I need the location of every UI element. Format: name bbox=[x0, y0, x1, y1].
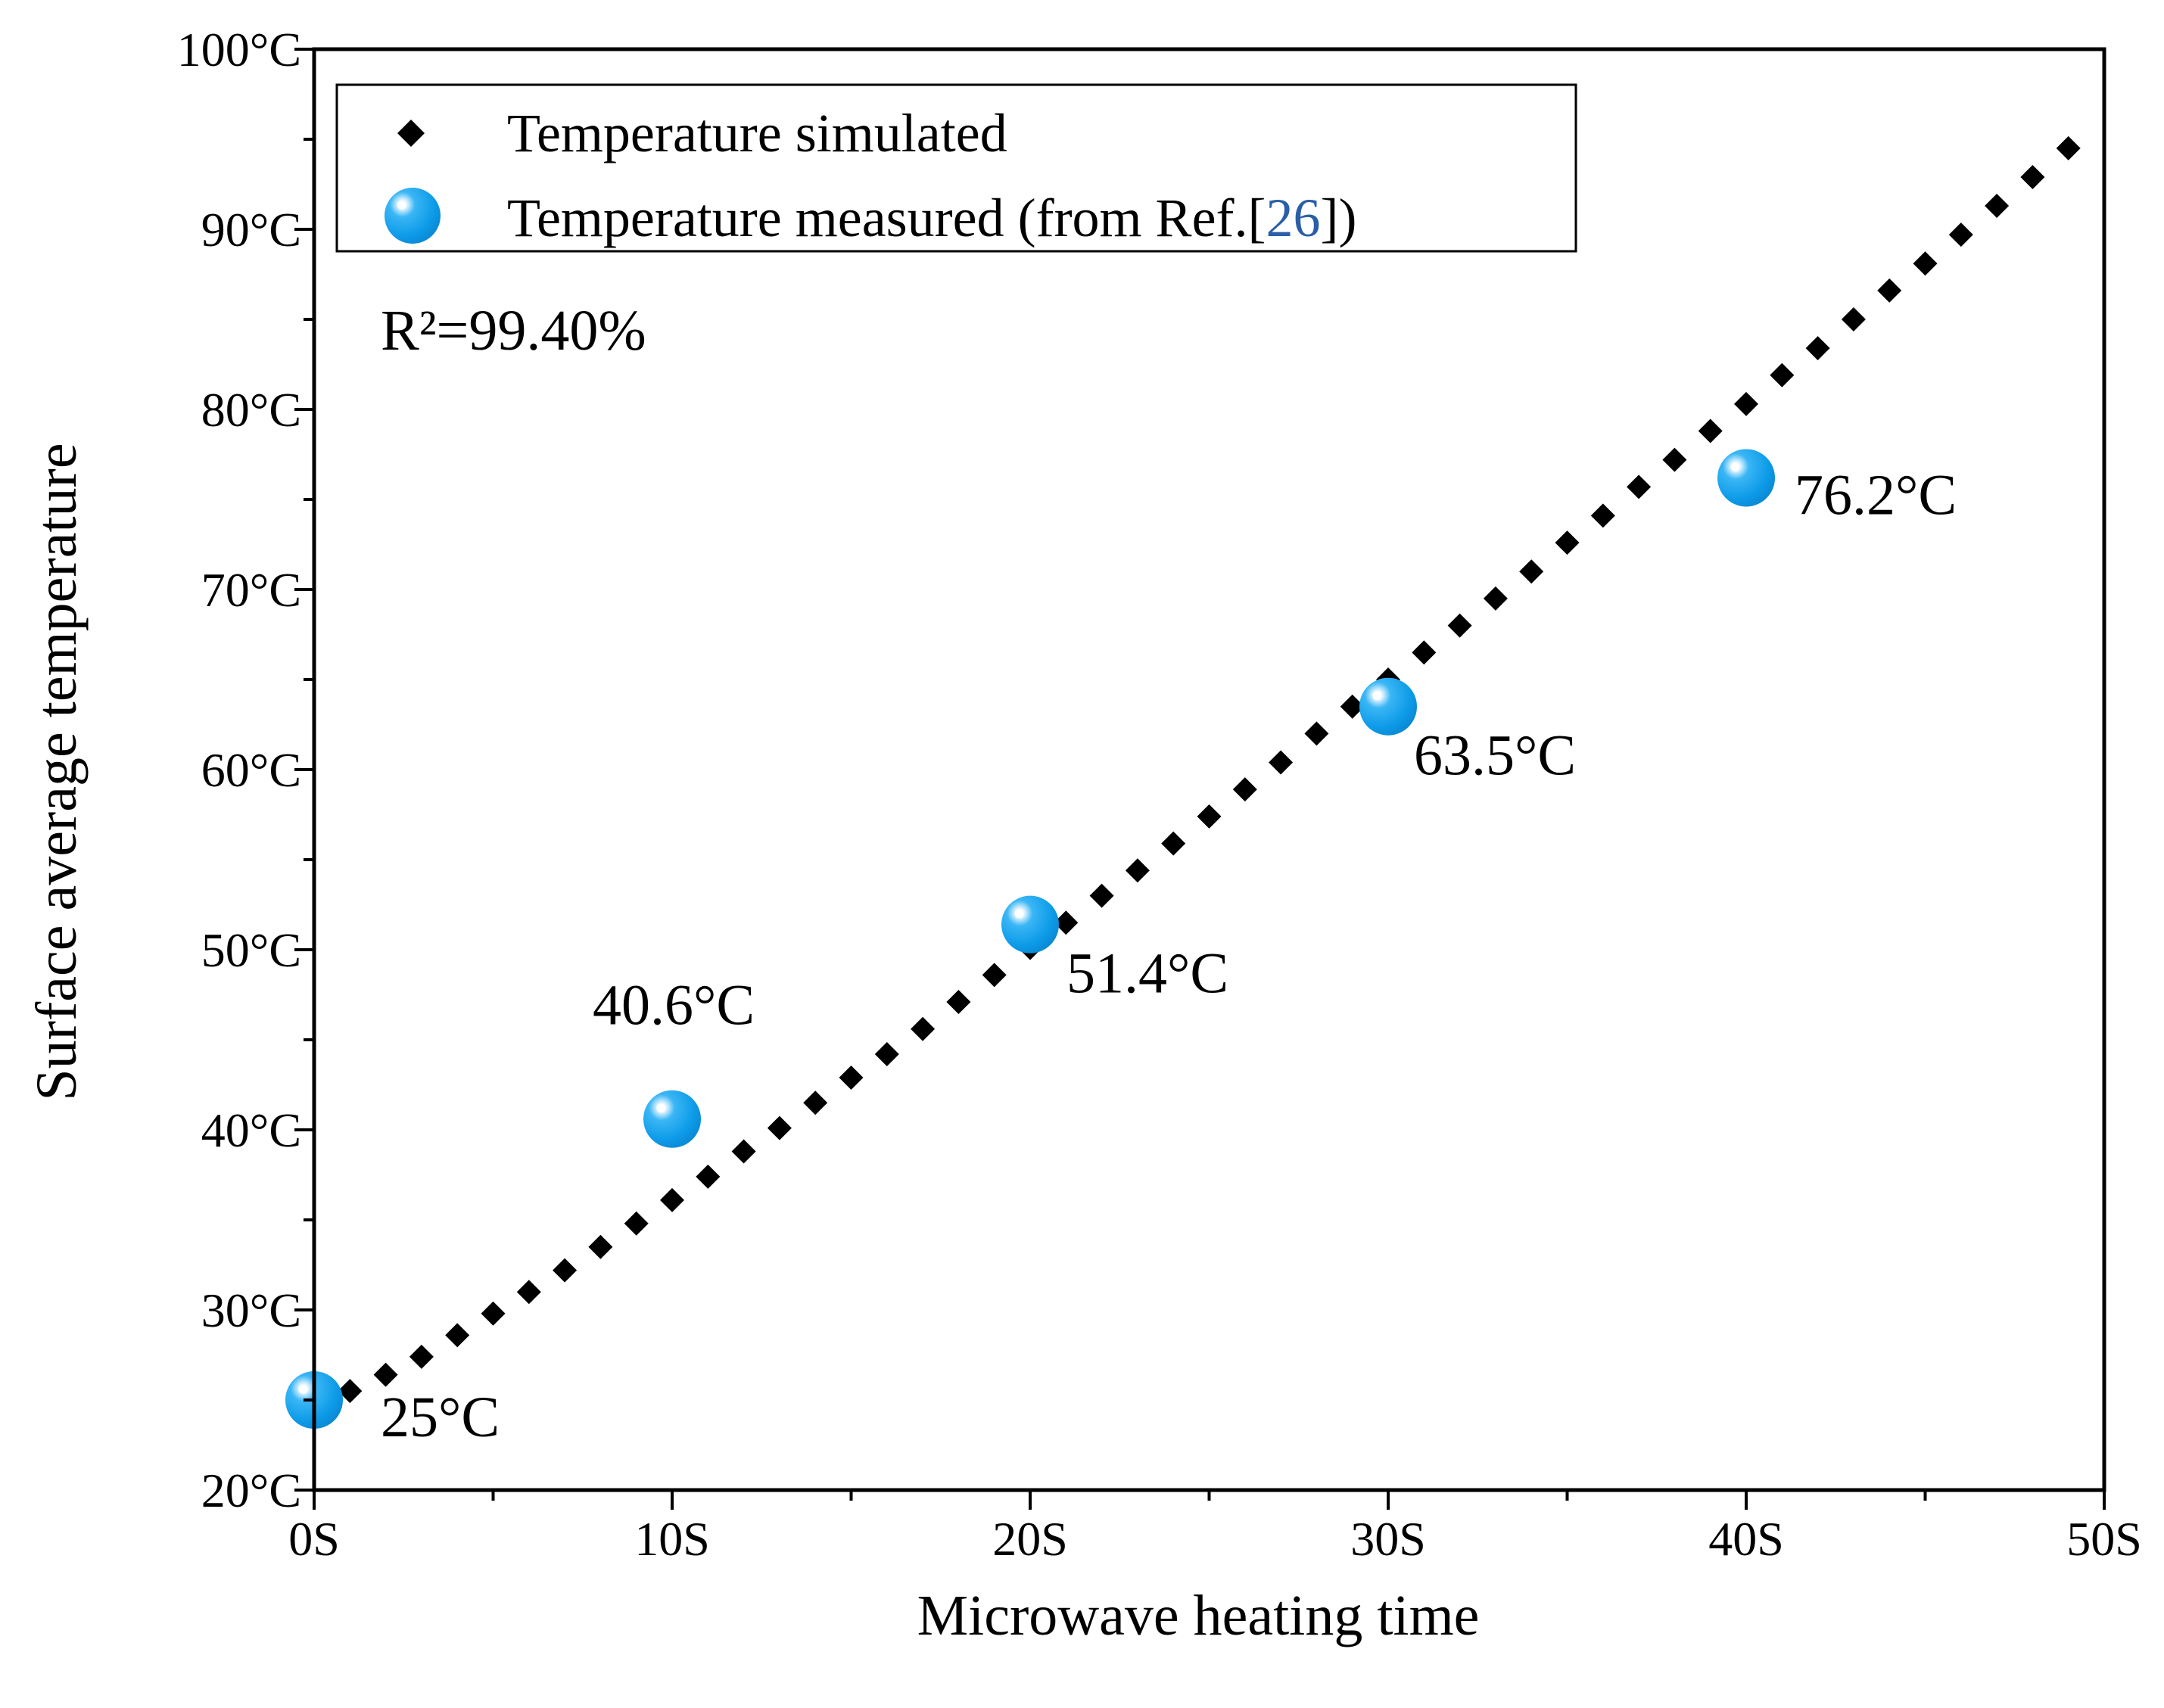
y-tick-label: 30°C bbox=[201, 1283, 301, 1337]
legend-box bbox=[335, 83, 1577, 253]
measured-point bbox=[1001, 895, 1059, 954]
y-tick-label: 90°C bbox=[201, 203, 301, 257]
simulated-point bbox=[338, 1379, 363, 1404]
simulated-point bbox=[1483, 586, 1508, 611]
reference-link[interactable]: 26 bbox=[1266, 188, 1320, 248]
legend-label-simulated: Temperature simulated bbox=[507, 103, 1007, 163]
x-tick-label: 50S bbox=[2066, 1512, 2142, 1566]
simulated-point bbox=[1734, 391, 1758, 416]
legend-label-measured: Temperature measured (from Ref.[26]) bbox=[507, 188, 1356, 248]
simulated-series bbox=[338, 135, 2081, 1404]
point-labels: 25°C 40.6°C 51.4°C 63.5°C 76.2°C bbox=[381, 463, 1957, 1449]
simulated-point bbox=[1770, 362, 1795, 387]
simulated-point bbox=[946, 990, 971, 1015]
simulated-point bbox=[1698, 418, 1723, 443]
legend-diamond-icon bbox=[397, 120, 425, 147]
data-label: 40.6°C bbox=[593, 974, 755, 1038]
data-label: 63.5°C bbox=[1414, 724, 1576, 788]
measured-series bbox=[285, 449, 1775, 1429]
simulated-point bbox=[553, 1258, 578, 1283]
simulated-point bbox=[731, 1139, 756, 1164]
simulated-point bbox=[624, 1211, 649, 1236]
simulated-point bbox=[516, 1280, 541, 1305]
measured-point bbox=[1359, 677, 1417, 736]
simulated-point bbox=[1197, 804, 1222, 829]
legend-label-measured-prefix: Temperature measured (from Ref.[ bbox=[507, 188, 1266, 248]
data-label: 51.4°C bbox=[1066, 942, 1228, 1006]
x-axis-title: Microwave heating time bbox=[917, 1584, 1480, 1647]
simulated-point bbox=[982, 963, 1007, 988]
simulated-point bbox=[409, 1344, 434, 1369]
simulated-point bbox=[874, 1042, 899, 1067]
x-tick-label: 40S bbox=[1708, 1512, 1784, 1566]
legend-sphere-icon bbox=[385, 188, 441, 244]
legend-label-measured-suffix: ]) bbox=[1320, 188, 1356, 248]
simulated-point bbox=[1662, 447, 1687, 472]
y-tick-label: 50°C bbox=[201, 923, 301, 977]
y-tick-label: 100°C bbox=[177, 23, 301, 76]
plot-frame bbox=[312, 47, 2106, 1492]
measured-point bbox=[643, 1090, 701, 1148]
y-tick-label: 60°C bbox=[201, 743, 301, 797]
simulated-point bbox=[1877, 278, 1902, 303]
data-label: 25°C bbox=[381, 1386, 500, 1449]
simulated-point bbox=[2020, 164, 2045, 189]
simulated-point bbox=[1304, 721, 1329, 746]
simulated-point bbox=[660, 1187, 684, 1212]
measured-point bbox=[1717, 449, 1775, 507]
y-tick-label: 40°C bbox=[201, 1103, 301, 1157]
r-squared-annotation: R²=99.40% bbox=[381, 299, 646, 362]
y-tick-label: 70°C bbox=[201, 563, 301, 617]
simulated-point bbox=[1125, 858, 1150, 883]
simulated-point bbox=[803, 1090, 828, 1115]
simulated-point bbox=[1340, 694, 1365, 719]
simulated-point bbox=[767, 1115, 792, 1140]
x-tick-label: 0S bbox=[288, 1512, 340, 1566]
simulated-point bbox=[1805, 336, 1830, 361]
simulated-point bbox=[1447, 613, 1472, 638]
simulated-point bbox=[1161, 831, 1186, 856]
y-tick-labels: 20°C 30°C 40°C 50°C 60°C 70°C 80°C 90°C 100°C bbox=[177, 23, 301, 1517]
simulated-point bbox=[1555, 530, 1580, 555]
legend-sphere-mark bbox=[385, 188, 441, 244]
x-tick-labels: 0S 10S 20S 30S 40S 50S bbox=[288, 1512, 2142, 1566]
x-tick-label: 20S bbox=[992, 1512, 1068, 1566]
simulated-point bbox=[1590, 503, 1615, 528]
simulated-point bbox=[588, 1234, 613, 1259]
simulated-point bbox=[1627, 474, 1652, 499]
simulated-point bbox=[1948, 222, 1973, 247]
simulated-point bbox=[911, 1016, 936, 1041]
simulated-point bbox=[481, 1301, 506, 1326]
simulated-point bbox=[1913, 251, 1938, 276]
simulated-point bbox=[696, 1164, 721, 1189]
simulated-point bbox=[1519, 559, 1544, 584]
simulated-point bbox=[1841, 307, 1866, 331]
simulated-point bbox=[1412, 640, 1437, 665]
simulated-point bbox=[1985, 194, 2010, 219]
y-tick-label: 80°C bbox=[201, 383, 301, 437]
simulated-point bbox=[373, 1362, 398, 1387]
simulated-point bbox=[2056, 135, 2081, 160]
legend-diamond-mark bbox=[397, 120, 425, 147]
simulated-point bbox=[445, 1323, 470, 1348]
x-tick-label: 10S bbox=[634, 1512, 710, 1566]
simulated-point bbox=[1232, 777, 1257, 802]
simulated-point bbox=[1054, 910, 1079, 935]
legend: Temperature simulated Temperature measur… bbox=[335, 83, 1577, 253]
x-tick-label: 30S bbox=[1350, 1512, 1426, 1566]
axis-ticks bbox=[294, 48, 2106, 1510]
simulated-point bbox=[839, 1065, 864, 1090]
y-tick-label: 20°C bbox=[201, 1464, 301, 1517]
simulated-point bbox=[1269, 750, 1294, 775]
data-label: 76.2°C bbox=[1795, 463, 1957, 527]
simulated-point bbox=[1089, 883, 1114, 908]
y-axis-title: Surface average temperature bbox=[25, 443, 89, 1100]
